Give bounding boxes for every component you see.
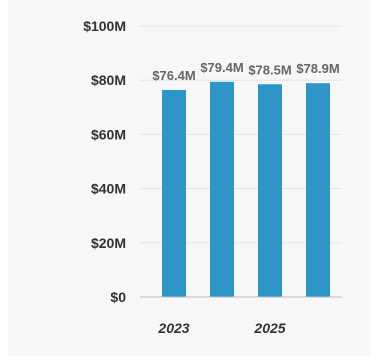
- bar-2025: [258, 84, 282, 297]
- bar-2026: [306, 83, 330, 297]
- y-tick-label: $0: [110, 289, 126, 305]
- y-tick-label: $40M: [91, 181, 126, 197]
- data-label-2023: $76.4M: [152, 68, 195, 83]
- x-tick-label: 2023: [157, 320, 189, 336]
- y-tick-label: $20M: [91, 235, 126, 251]
- x-axis-ticks: 2023 2025: [157, 320, 285, 336]
- bar-2024: [210, 81, 234, 298]
- bar-2023: [162, 89, 186, 298]
- data-label-2025: $78.5M: [248, 62, 291, 77]
- y-tick-label: $60M: [91, 126, 126, 142]
- bars: [162, 81, 330, 298]
- y-axis-ticks: $0 $20M $40M $60M $80M $100M: [83, 18, 126, 305]
- data-label-2024: $79.4M: [200, 60, 243, 75]
- data-label-2026: $78.9M: [296, 61, 339, 76]
- data-labels: $76.4M $79.4M $78.5M $78.9M: [152, 60, 339, 83]
- y-tick-label: $80M: [91, 72, 126, 88]
- x-tick-label: 2025: [253, 320, 285, 336]
- y-tick-label: $100M: [83, 18, 126, 34]
